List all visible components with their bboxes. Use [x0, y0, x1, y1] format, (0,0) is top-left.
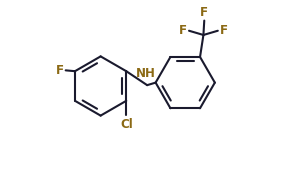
Text: F: F	[220, 24, 228, 37]
Text: F: F	[179, 24, 187, 37]
Text: Cl: Cl	[120, 118, 133, 131]
Text: F: F	[56, 64, 64, 77]
Text: F: F	[200, 6, 208, 19]
Text: NH: NH	[136, 67, 156, 80]
